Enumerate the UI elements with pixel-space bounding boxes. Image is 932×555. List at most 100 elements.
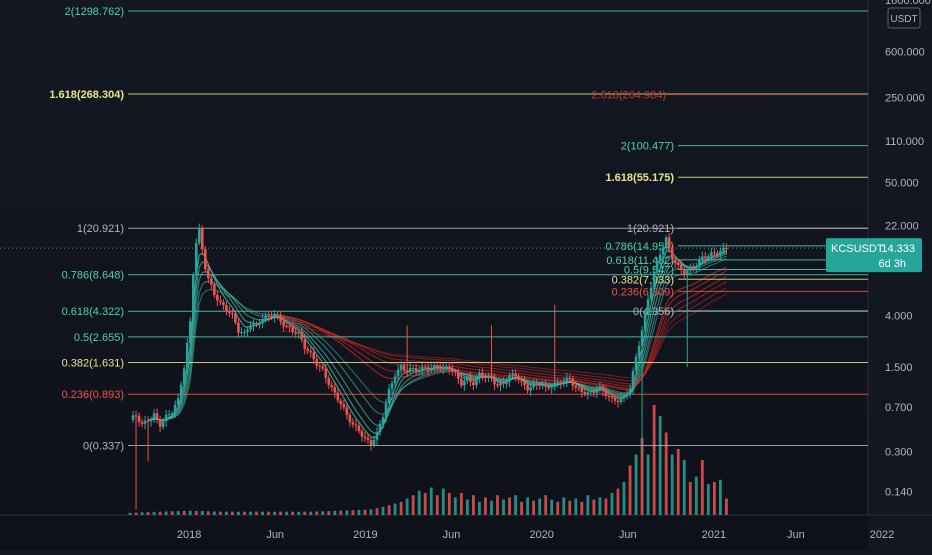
candle-body <box>508 375 511 382</box>
volume-bar <box>574 498 578 515</box>
candle-body <box>646 299 650 313</box>
candle-body <box>514 373 517 377</box>
candle-body <box>399 365 403 370</box>
volume-bar <box>514 495 517 515</box>
candle-body <box>607 395 611 397</box>
candle-body <box>628 389 632 395</box>
candle-body <box>279 315 282 322</box>
candle-body <box>282 321 285 327</box>
volume-bar <box>586 495 590 515</box>
volume-bar <box>580 501 584 515</box>
candle-body <box>188 321 192 344</box>
candle-body <box>420 366 424 371</box>
volume-bar <box>188 510 192 515</box>
candle-body <box>610 396 614 399</box>
candle-body <box>300 332 303 340</box>
price-tick-label: 4.000 <box>885 310 913 322</box>
candle-body <box>701 256 704 260</box>
candle-body <box>707 256 710 259</box>
candle-body <box>231 313 234 315</box>
volume-bar <box>387 505 391 515</box>
volume-bar <box>562 497 566 515</box>
volume-bar <box>496 495 499 515</box>
candle-body <box>225 304 228 311</box>
volume-bar <box>538 498 542 515</box>
volume-bar <box>399 501 403 515</box>
volume-bar <box>309 511 313 515</box>
volume-bar <box>622 482 626 515</box>
price-tick-label: 0.700 <box>885 402 913 414</box>
candle-body <box>152 413 156 419</box>
candle-body <box>661 247 665 255</box>
candle-body <box>149 418 153 422</box>
volume-bar <box>297 511 301 515</box>
bar-countdown: 6d 3h <box>878 258 906 270</box>
fib-level-label: 0(0.337) <box>83 441 124 453</box>
volume-bar <box>550 499 554 515</box>
candle-body <box>384 403 388 418</box>
candle-body <box>435 365 439 367</box>
candle-body <box>667 237 671 248</box>
candle-body <box>306 348 310 352</box>
candle-body <box>164 414 168 422</box>
volume-bar <box>333 510 337 515</box>
volume-bar <box>670 454 674 515</box>
candle-body <box>688 267 692 271</box>
volume-bar <box>279 511 283 515</box>
volume-bar <box>471 495 475 515</box>
long-ema-line <box>280 266 727 391</box>
candle-body <box>354 424 358 426</box>
candle-body <box>719 250 722 255</box>
fib-level-label: 0.786(14.954) <box>606 241 675 253</box>
fib-level-label: 0.5(2.655) <box>74 332 124 344</box>
candle-body <box>484 377 487 379</box>
volume-bar <box>676 449 680 515</box>
candle-body <box>625 394 629 396</box>
volume-bar <box>610 493 614 515</box>
candle-body <box>333 387 337 393</box>
candle-body <box>704 256 707 259</box>
candle-body <box>158 419 162 427</box>
candle-body <box>432 365 436 368</box>
volume-bar <box>664 432 668 515</box>
candle-body <box>619 397 623 402</box>
volume-bar <box>411 495 415 515</box>
volume-bar <box>231 511 234 515</box>
candle-body <box>255 323 258 325</box>
volume-bar <box>604 498 608 515</box>
long-ema-line <box>280 276 727 387</box>
candle-body <box>240 332 243 334</box>
candle-body <box>562 381 566 385</box>
candle-body <box>454 371 457 373</box>
volume-bar <box>706 484 710 515</box>
candle-body <box>309 351 313 353</box>
candle-body <box>613 398 617 401</box>
candle-body <box>366 437 370 440</box>
candle-body <box>547 386 551 389</box>
candles-layer <box>131 223 728 510</box>
candle-body <box>478 373 481 378</box>
volume-bar <box>453 497 457 515</box>
fib-level-label: 0(4.356) <box>633 306 674 318</box>
volume-bar <box>327 511 331 515</box>
candle-body <box>426 367 430 370</box>
volume-bar <box>351 510 355 515</box>
candle-body <box>655 261 659 272</box>
candle-body <box>691 267 695 269</box>
volume-bar <box>200 511 204 515</box>
price-tick-label: 600.000 <box>885 47 925 59</box>
volume-bar <box>508 497 511 515</box>
candle-body <box>685 270 689 275</box>
fib-level-label: 1.618(268.304) <box>49 89 124 101</box>
candle-body <box>673 259 677 263</box>
candle-body <box>571 378 575 386</box>
volume-bar <box>405 498 409 515</box>
candle-body <box>423 366 427 368</box>
candle-body <box>595 390 599 393</box>
fib-level-label: 2.618(264.984) <box>591 90 666 102</box>
long-ema-line <box>280 287 727 382</box>
candle-body <box>643 312 647 331</box>
